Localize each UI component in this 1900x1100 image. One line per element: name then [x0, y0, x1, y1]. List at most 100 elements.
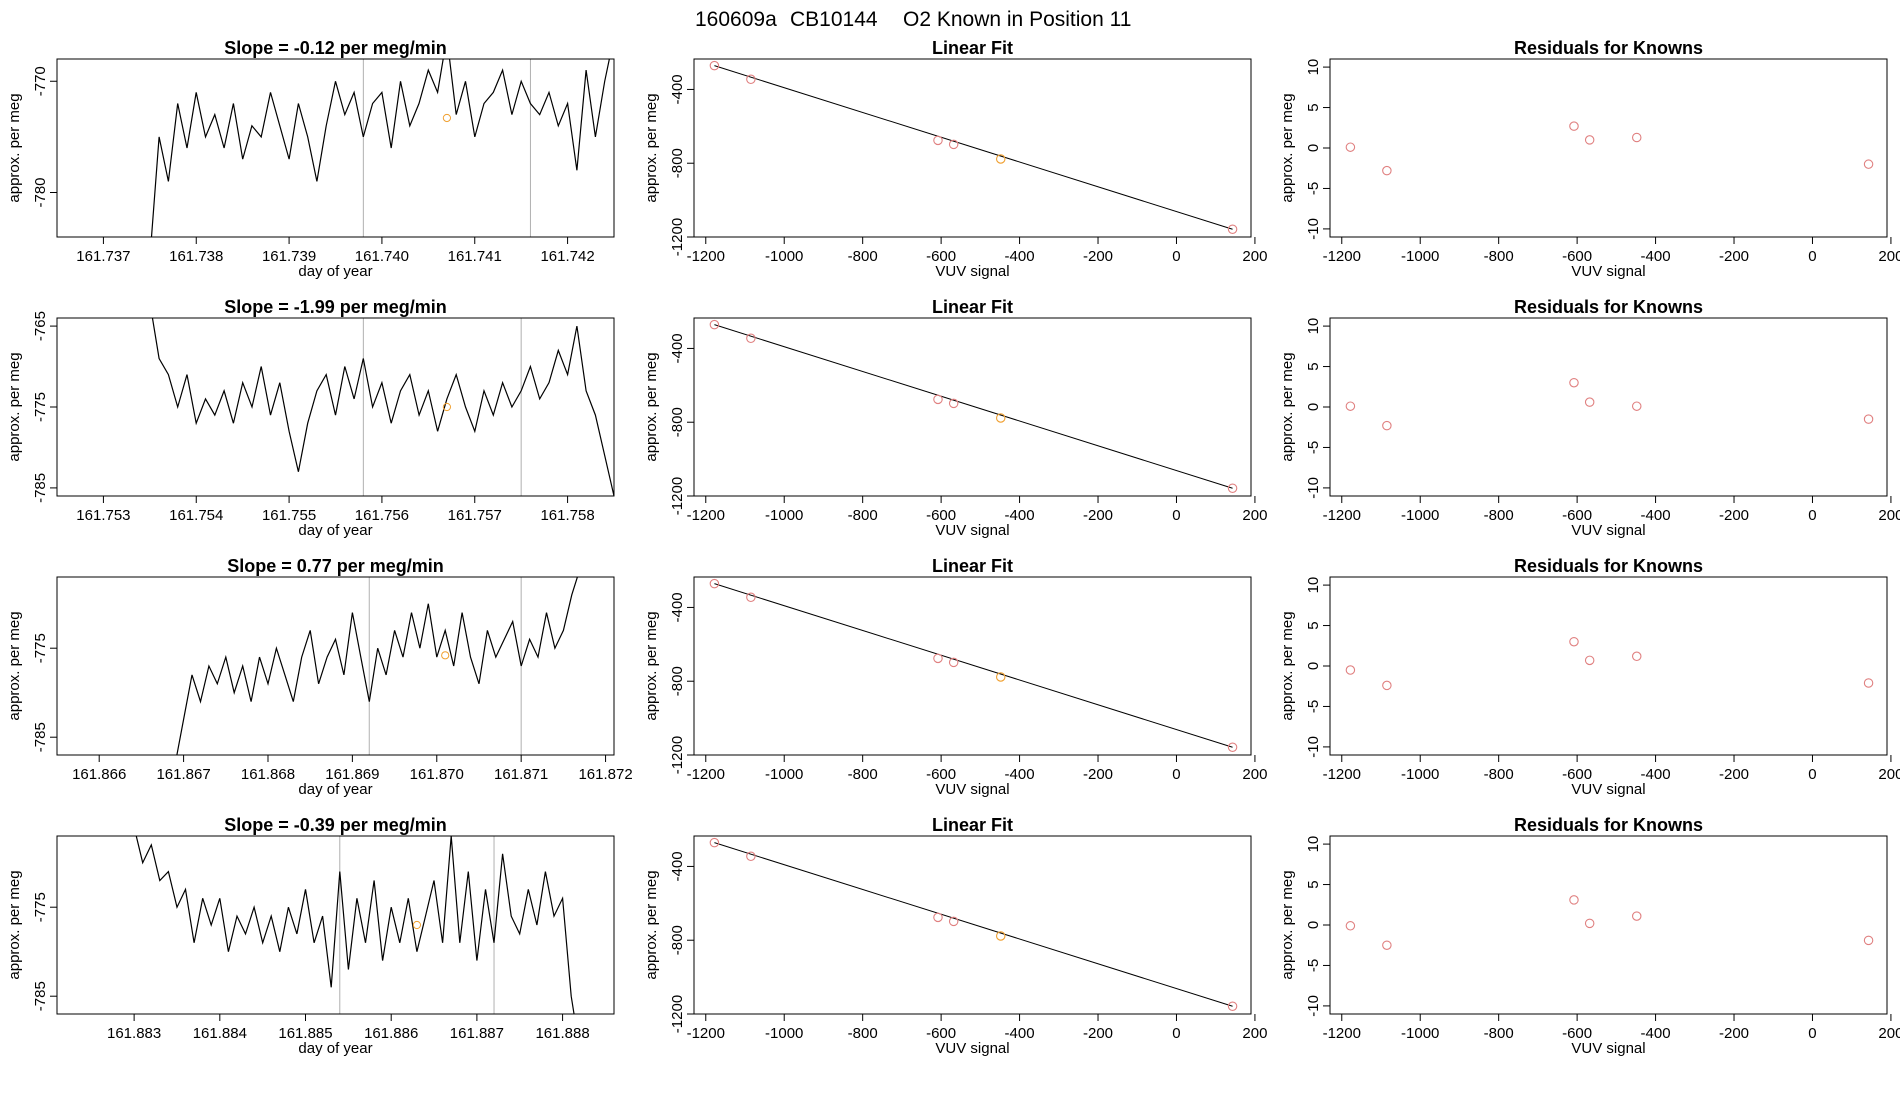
residual-point	[1382, 940, 1392, 950]
panel-title: Slope = 0.77 per meg/min	[227, 556, 444, 576]
known-point	[709, 837, 720, 848]
figure-title: 160609a CB10144 O2 Known in Position 11	[695, 8, 1131, 31]
plot-frame	[1329, 576, 1888, 756]
x-tick-label: -800	[848, 248, 878, 265]
x-tick-label: 200	[1242, 766, 1267, 783]
x-tick-label: 0	[1172, 1025, 1180, 1042]
x-tick-label: 161.753	[76, 507, 130, 524]
y-tick-label: -10	[1305, 736, 1322, 758]
y-tick-label: -10	[1305, 218, 1322, 240]
x-tick-label: -800	[848, 766, 878, 783]
plot-frame	[56, 58, 615, 238]
y-axis-label: approx. per meg	[1279, 93, 1296, 202]
x-tick-label: -200	[1719, 248, 1749, 265]
panel-title: Linear Fit	[932, 556, 1013, 576]
residual-point	[1863, 159, 1874, 169]
x-tick-label: -1000	[765, 248, 803, 265]
residual-point	[1863, 678, 1874, 688]
residuals-panel-row-2: Residuals for Knowns-1200 -1000 -800 -600 -4…	[1279, 297, 1900, 539]
x-tick-label: -200	[1083, 507, 1113, 524]
y-tick-label: -1200	[669, 218, 686, 256]
y-tick-label: -775	[32, 392, 49, 422]
sample-mean-point	[412, 920, 422, 930]
sample-point	[995, 931, 1006, 941]
x-tick-label: 0	[1808, 1025, 1816, 1042]
residuals-panel-row-3: Residuals for Knowns-1200 -1000 -800 -600 -4…	[1279, 556, 1900, 798]
x-tick-label: -1200	[1323, 507, 1361, 524]
x-tick-label: 161.883	[107, 1025, 161, 1042]
x-tick-label: 0	[1808, 507, 1816, 524]
x-tick-label: 0	[1172, 766, 1180, 783]
residuals-panel-row-4: Residuals for Knowns-1200 -1000 -800 -600 -4…	[1279, 815, 1900, 1057]
x-tick-label: -600	[1562, 766, 1592, 783]
x-tick-label: -400	[1641, 248, 1671, 265]
y-axis-label: approx. per meg	[643, 93, 660, 202]
x-tick-label: 200	[1878, 1025, 1900, 1042]
sample-mean-point	[441, 651, 450, 660]
x-tick-label: 161.867	[156, 766, 210, 783]
known-point	[933, 653, 943, 664]
sample-mean-point	[442, 113, 451, 123]
y-tick-label: -400	[669, 592, 686, 622]
y-axis-label: approx. per meg	[643, 870, 660, 979]
plot-area	[135, 836, 575, 1014]
x-tick-label: 161.737	[76, 248, 130, 265]
known-point	[1227, 742, 1238, 753]
trace-line	[150, 59, 610, 237]
x-tick-label: 161.888	[535, 1025, 589, 1042]
plot-area	[176, 577, 579, 755]
x-axis-label: day of year	[298, 1040, 372, 1057]
x-axis-label: VUV signal	[1571, 1040, 1645, 1057]
known-point	[1227, 1001, 1238, 1012]
y-tick-label: 10	[1305, 836, 1322, 853]
residual-point	[1382, 420, 1392, 431]
plot-frame	[693, 576, 1252, 756]
fit-line	[714, 324, 1233, 489]
x-tick-label: -400	[1005, 1025, 1035, 1042]
x-axis-label: VUV signal	[935, 263, 1009, 280]
x-tick-label: -400	[1005, 248, 1035, 265]
residual-point	[1584, 655, 1595, 666]
y-axis-label: approx. per meg	[1279, 352, 1296, 461]
known-point	[746, 851, 756, 862]
known-point	[746, 592, 756, 603]
y-tick-label: -770	[32, 66, 49, 96]
plot-frame	[56, 576, 615, 756]
y-tick-label: 0	[1305, 403, 1322, 411]
x-tick-label: 161.742	[540, 248, 594, 265]
panel-title: Residuals for Knowns	[1514, 815, 1703, 835]
x-axis-label: VUV signal	[1571, 781, 1645, 798]
x-tick-label: -400	[1005, 766, 1035, 783]
y-tick-label: -10	[1305, 995, 1322, 1017]
x-tick-label: 161.740	[355, 248, 409, 265]
x-tick-label: 161.871	[494, 766, 548, 783]
trace-line	[135, 836, 575, 1014]
x-tick-label: -800	[848, 507, 878, 524]
panel-title: Linear Fit	[932, 38, 1013, 58]
sample-point	[995, 672, 1006, 682]
residual-point	[1345, 142, 1356, 152]
known-point	[933, 135, 943, 146]
y-tick-label: -785	[32, 722, 49, 752]
linear-fit-panel-row-2: Linear Fit -1200 -1000 -800 -600 -400 -200 0 200…	[643, 297, 1267, 539]
known-point	[933, 912, 943, 923]
x-tick-label: 161.757	[448, 507, 502, 524]
x-tick-label: -400	[1641, 1025, 1671, 1042]
y-tick-label: 0	[1305, 662, 1322, 670]
plot-area	[709, 837, 1238, 1012]
x-tick-label: -1200	[687, 1025, 725, 1042]
y-axis-label: approx. per meg	[6, 93, 23, 202]
y-tick-label: -5	[1305, 700, 1322, 713]
residual-point	[1345, 921, 1356, 931]
residual-point	[1631, 132, 1642, 143]
x-tick-label: -1200	[687, 507, 725, 524]
panel-title: Residuals for Knowns	[1514, 38, 1703, 58]
sample-point	[995, 154, 1006, 164]
y-tick-label: 10	[1305, 318, 1322, 335]
plot-area	[1345, 377, 1874, 431]
y-axis-label: approx. per meg	[643, 611, 660, 720]
x-tick-label: 161.738	[169, 248, 223, 265]
x-tick-label: 161.866	[72, 766, 126, 783]
residual-point	[1863, 935, 1874, 946]
